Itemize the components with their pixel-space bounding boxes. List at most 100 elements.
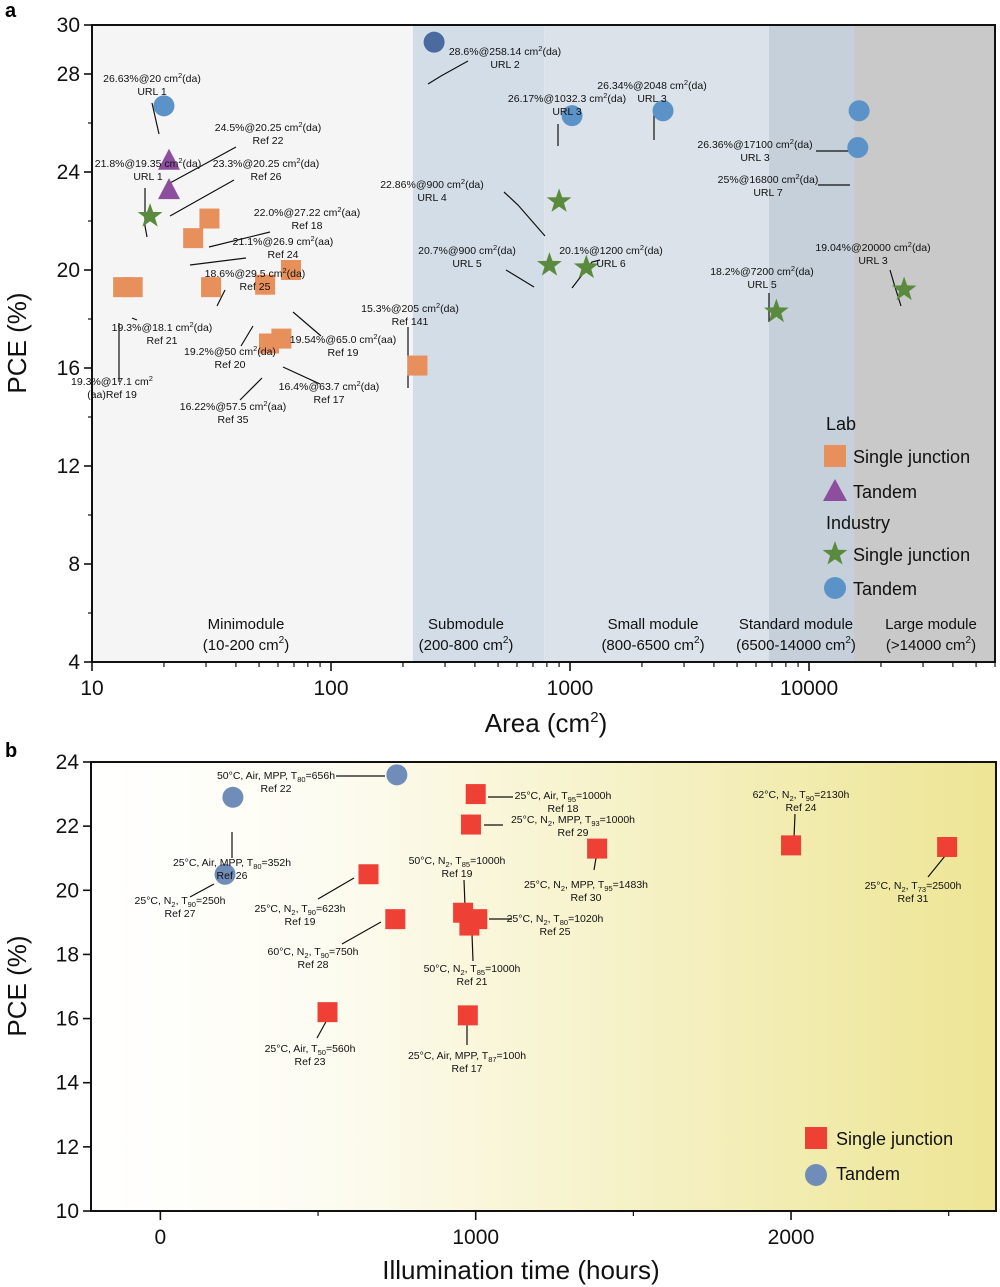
legend-b: Single junction Tandem <box>805 1127 953 1186</box>
point-single-junction <box>317 1002 338 1023</box>
point-lab-single-junction <box>271 328 292 349</box>
region-label-large-module: Large module <box>885 616 977 633</box>
panel-letter-b: b <box>5 740 17 762</box>
data-points-b <box>214 764 958 1026</box>
point-industry-tandem <box>561 105 583 127</box>
annotation-a-value: 24.5%@20.25 cm2(da) <box>215 120 321 134</box>
point-single-junction <box>358 864 379 885</box>
annotation-b-source: Ref 23 <box>295 1056 326 1068</box>
annotation-a-source: URL 2 <box>490 59 520 71</box>
point-single-junction <box>937 836 958 857</box>
data-points-a <box>113 31 917 376</box>
legend-label-industry-single: Single junction <box>853 545 970 565</box>
annotation-a-value: 26.63%@20 cm2(da) <box>103 71 201 85</box>
annotation-a-source: (aa)Ref 19 <box>87 389 137 401</box>
annotation-b-source: Ref 27 <box>165 908 196 920</box>
annotation-b-source: Ref 18 <box>548 803 579 815</box>
point-industry-tandem <box>652 100 674 122</box>
point-lab-single-junction <box>280 260 301 280</box>
leader-line <box>471 933 474 962</box>
y-axis-label-a: PCE (%) <box>2 292 32 393</box>
annotation-b-source: Ref 19 <box>442 868 473 880</box>
y-tick-label-b: 20 <box>56 879 79 902</box>
leader-line <box>169 179 235 217</box>
annotation-b-source: Ref 24 <box>786 802 817 814</box>
annotation-b-condition: 25°C, Air, T50=560h <box>265 1043 356 1057</box>
annotation-b-condition: 25°C, Air, MPP, T80=352h <box>173 857 291 871</box>
annotation-b-source: Ref 22 <box>261 783 292 795</box>
annotation-a-source: Ref 26 <box>251 171 282 183</box>
leader-line <box>505 269 535 288</box>
leader-line <box>927 855 946 878</box>
point-tandem <box>222 786 244 808</box>
leader-line <box>463 879 466 907</box>
annotation-b-condition: 25°C, N2, T90=623h <box>255 903 346 917</box>
x-tick-label-a: 10 <box>80 677 103 700</box>
leader-line <box>593 857 597 871</box>
y-tick-label-b: 12 <box>56 1136 79 1159</box>
annotation-b-source: Ref 26 <box>217 870 248 882</box>
annotation-a-source: URL 3 <box>637 93 667 105</box>
leader-line <box>292 311 322 337</box>
annotation-a-value: 19.54%@65.0 cm2(aa) <box>290 332 396 346</box>
annotation-a-value: 19.3%@18.1 cm2(da) <box>112 320 213 334</box>
leader-line <box>189 883 215 898</box>
point-tandem <box>214 863 236 885</box>
x-axis-label-b: Illumination time (hours) <box>382 1255 659 1285</box>
annotation-a-value: 22.86%@900 cm2(da) <box>380 177 484 191</box>
legend-star-shape <box>822 541 848 565</box>
point-single-junction <box>457 1005 478 1026</box>
annotations-a: 26.63%@20 cm2(da)URL 128.6%@258.14 cm2(d… <box>71 44 931 426</box>
region-small-module <box>544 25 769 662</box>
region-label-standard-module: Standard module <box>739 616 853 633</box>
y-tick-label-b: 18 <box>56 943 79 966</box>
annotation-a-value: 16.22%@57.5 cm2(aa) <box>180 399 286 413</box>
point-lab-single-junction <box>122 277 143 298</box>
point-lab-single-junction <box>201 277 222 298</box>
x-tick-label-b: 1000 <box>452 1226 499 1249</box>
annotation-a-source: URL 6 <box>596 258 626 270</box>
annotation-b-condition: 25°C, N2, T90=250h <box>135 895 226 909</box>
annotation-b-source: Ref 31 <box>898 893 929 905</box>
point-industry-tandem-submodule <box>423 31 445 53</box>
annotation-a-source: URL 1 <box>133 171 163 183</box>
y-tick-label-a: 20 <box>57 259 80 282</box>
annotation-a-value: 15.3%@205 cm2(da) <box>361 301 459 315</box>
y-tick-label-a: 30 <box>57 14 80 37</box>
leader-line <box>240 325 254 347</box>
annotation-a-value: 21.1%@26.9 cm2(aa) <box>233 234 334 248</box>
point-industry-single-junction <box>764 298 789 323</box>
leader-line <box>144 188 148 238</box>
annotation-b-condition: 50°C, N2, T85=1000h <box>424 963 521 977</box>
point-lab-tandem <box>158 178 181 200</box>
annotation-b-condition: 62°C, N2, T90=2130h <box>753 789 850 803</box>
point-single-junction <box>459 915 480 936</box>
y-tick-label-b: 10 <box>56 1200 79 1223</box>
legend-label-lab-single: Single junction <box>853 447 970 467</box>
legend-marker-industry-single <box>822 541 848 565</box>
plot-background-b <box>91 762 996 1211</box>
leader-line <box>503 191 546 237</box>
annotation-a-source: Ref 35 <box>218 414 249 426</box>
region-range-minimodule: (10-200 cm2) <box>203 635 289 654</box>
point-industry-tandem <box>847 137 869 158</box>
x-tick-label-b: 2000 <box>768 1226 815 1249</box>
annotation-a-source: URL 7 <box>753 187 783 199</box>
point-lab-single-junction <box>407 355 428 376</box>
region-label-small-module: Small module <box>608 616 699 633</box>
legend-a: Lab Single junction Tandem Industry Sing… <box>822 414 970 599</box>
leader-line <box>282 366 321 385</box>
leader-line <box>151 102 160 135</box>
y-tick-label-a: 12 <box>57 455 80 478</box>
legend-marker-b-single <box>805 1127 827 1149</box>
leader-line <box>793 813 796 839</box>
legend-marker-industry-tandem <box>824 577 846 599</box>
size-regions: Minimodule (10-200 cm2) Submodule (200-800 … <box>92 25 995 662</box>
x-tick-label-a: 10000 <box>780 677 838 700</box>
annotation-b-source: Ref 17 <box>452 1063 483 1075</box>
point-lab-single-junction <box>255 274 276 295</box>
x-axis-label-a: Area (cm2) <box>485 708 607 738</box>
point-single-junction <box>465 784 486 805</box>
annotation-a-source: Ref 24 <box>268 249 299 261</box>
region-large-module <box>854 25 995 662</box>
